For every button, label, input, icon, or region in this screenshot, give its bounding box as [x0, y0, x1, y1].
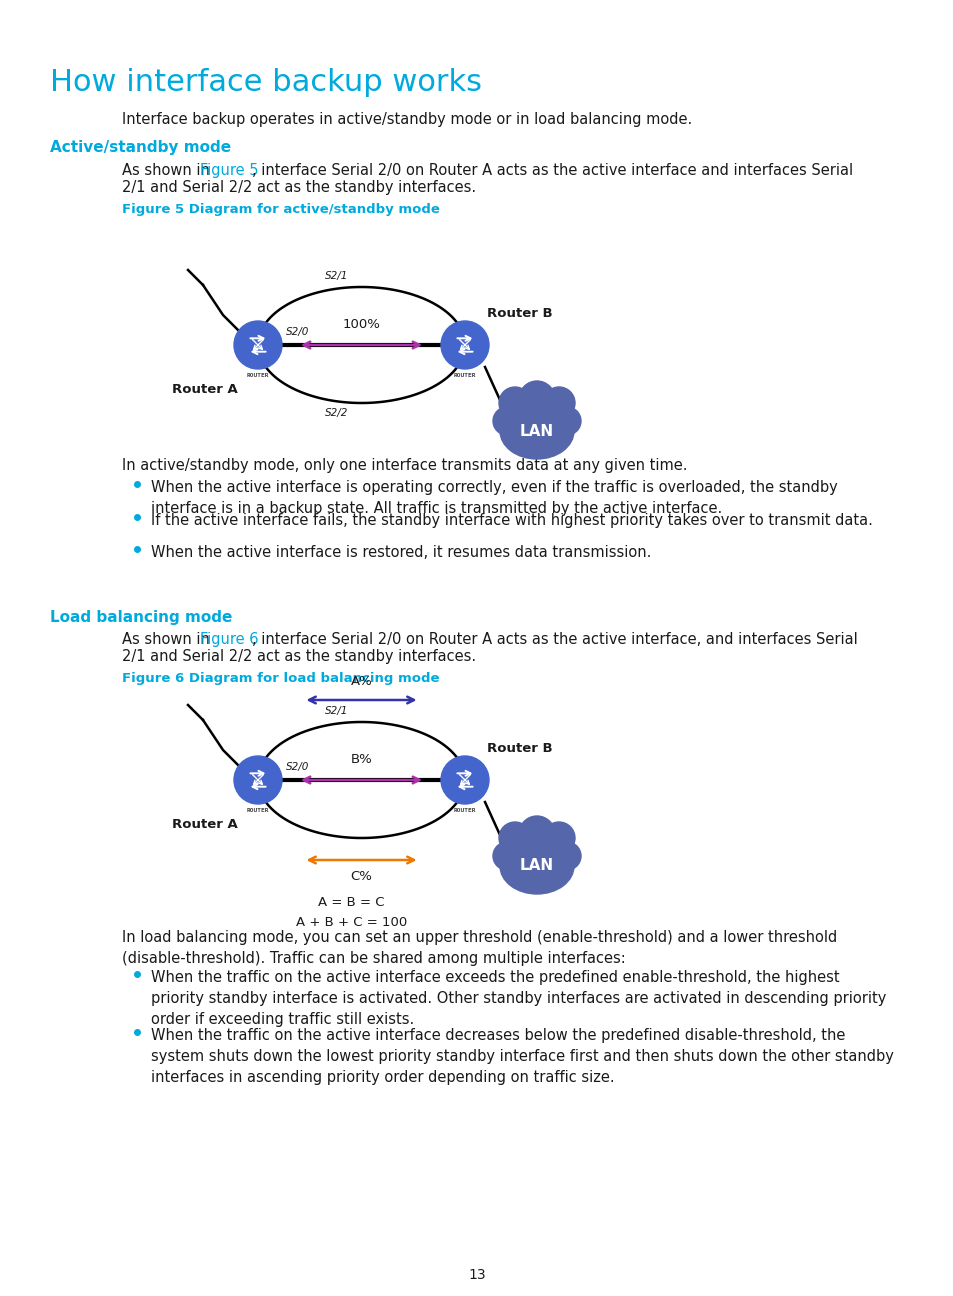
Circle shape	[498, 388, 531, 419]
Text: A%: A%	[351, 675, 372, 688]
Text: 100%: 100%	[342, 318, 380, 330]
Circle shape	[493, 407, 520, 435]
Circle shape	[553, 842, 580, 870]
Text: , interface Serial 2/0 on Router A acts as the active interface and interfaces S: , interface Serial 2/0 on Router A acts …	[252, 163, 852, 178]
Text: B%: B%	[351, 753, 372, 766]
Text: Router B: Router B	[487, 743, 552, 756]
Ellipse shape	[499, 403, 574, 459]
Text: ROUTER: ROUTER	[454, 807, 476, 813]
Text: S2/2: S2/2	[325, 408, 348, 419]
Text: Figure 6: Figure 6	[200, 632, 258, 647]
Text: Figure 6 Diagram for load balancing mode: Figure 6 Diagram for load balancing mode	[122, 673, 439, 686]
Text: Figure 5: Figure 5	[200, 163, 258, 178]
Text: , interface Serial 2/0 on Router A acts as the active interface, and interfaces : , interface Serial 2/0 on Router A acts …	[252, 632, 857, 647]
Text: Interface backup operates in active/standby mode or in load balancing mode.: Interface backup operates in active/stan…	[122, 111, 692, 127]
Circle shape	[542, 388, 575, 419]
Text: S2/0: S2/0	[286, 327, 309, 337]
Text: As shown in: As shown in	[122, 632, 214, 647]
Text: In load balancing mode, you can set an upper threshold (enable-threshold) and a : In load balancing mode, you can set an u…	[122, 931, 837, 966]
Circle shape	[233, 756, 282, 804]
Text: A + B + C = 100: A + B + C = 100	[295, 916, 407, 929]
Text: ROUTER: ROUTER	[247, 807, 269, 813]
Circle shape	[440, 756, 489, 804]
Text: When the traffic on the active interface exceeds the predefined enable-threshold: When the traffic on the active interface…	[151, 969, 885, 1026]
Circle shape	[518, 816, 555, 851]
Text: LAN: LAN	[519, 424, 554, 438]
Text: 13: 13	[468, 1267, 485, 1282]
Text: As shown in: As shown in	[122, 163, 214, 178]
Circle shape	[542, 822, 575, 854]
Text: 2/1 and Serial 2/2 act as the standby interfaces.: 2/1 and Serial 2/2 act as the standby in…	[122, 180, 476, 194]
Text: When the active interface is operating correctly, even if the traffic is overloa: When the active interface is operating c…	[151, 480, 837, 516]
Circle shape	[518, 381, 555, 417]
Text: S2/1: S2/1	[325, 706, 348, 715]
Circle shape	[493, 842, 520, 870]
Text: Router B: Router B	[487, 307, 552, 320]
Text: LAN: LAN	[519, 858, 554, 874]
Text: Active/standby mode: Active/standby mode	[50, 140, 231, 156]
Text: Router A: Router A	[172, 384, 237, 397]
Text: S2/1: S2/1	[325, 271, 348, 281]
Circle shape	[440, 321, 489, 369]
Text: If the active interface fails, the standby interface with highest priority takes: If the active interface fails, the stand…	[151, 513, 872, 527]
Ellipse shape	[499, 839, 574, 894]
Circle shape	[553, 407, 580, 435]
Text: Load balancing mode: Load balancing mode	[50, 610, 233, 625]
Text: 2/1 and Serial 2/2 act as the standby interfaces.: 2/1 and Serial 2/2 act as the standby in…	[122, 649, 476, 664]
Text: How interface backup works: How interface backup works	[50, 67, 481, 97]
Circle shape	[498, 822, 531, 854]
Text: A = B = C: A = B = C	[318, 896, 384, 908]
Text: When the active interface is restored, it resumes data transmission.: When the active interface is restored, i…	[151, 546, 651, 560]
Text: When the traffic on the active interface decreases below the predefined disable-: When the traffic on the active interface…	[151, 1028, 893, 1085]
Text: Figure 5 Diagram for active/standby mode: Figure 5 Diagram for active/standby mode	[122, 203, 439, 216]
Text: C%: C%	[350, 870, 372, 883]
Text: In active/standby mode, only one interface transmits data at any given time.: In active/standby mode, only one interfa…	[122, 457, 687, 473]
Circle shape	[233, 321, 282, 369]
Text: ROUTER: ROUTER	[454, 373, 476, 378]
Text: Router A: Router A	[172, 818, 237, 831]
Text: ROUTER: ROUTER	[247, 373, 269, 378]
Text: S2/0: S2/0	[286, 762, 309, 772]
